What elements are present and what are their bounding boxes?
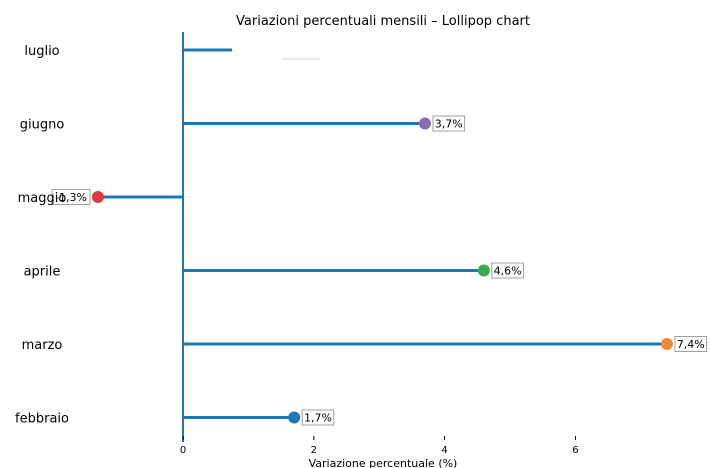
category-label-luglio: luglio <box>24 44 59 59</box>
dot-febbraio <box>288 411 301 424</box>
data-label-text-maggio: -1,3% <box>55 191 87 204</box>
x-tick-label-0: 0 <box>180 445 186 456</box>
data-labels-layer: 1,7% 7,4% 4,6% -1,3% 3,7% <box>51 115 708 426</box>
category-labels-layer: febbraio marzo aprile maggio giugno luglio <box>15 44 69 427</box>
data-label-maggio: -1,3% <box>51 189 91 205</box>
category-label-maggio: maggio <box>18 191 67 206</box>
x-axis-title: Variazione percentuale (%) <box>309 457 458 468</box>
data-label-marzo: 7,4% <box>674 336 708 352</box>
dot-giugno <box>418 117 431 130</box>
data-label-text-marzo: 7,4% <box>677 338 705 351</box>
data-label-box-febbraio <box>301 409 335 426</box>
data-label-box-aprile <box>491 262 524 279</box>
data-label-box-giugno <box>432 115 466 132</box>
stems-layer <box>97 48 667 419</box>
dot-maggio <box>91 191 104 203</box>
data-label-box-marzo <box>674 336 708 352</box>
data-label-giugno: 3,7% <box>432 115 466 132</box>
data-label-box-maggio <box>51 189 91 205</box>
data-label-text-giugno: 3,7% <box>435 118 463 131</box>
category-label-aprile: aprile <box>24 265 61 280</box>
dots-layer <box>91 117 673 424</box>
data-label-text-febbraio: 1,7% <box>304 412 332 425</box>
chart-title: Variazioni percentuali mensili – Lollipo… <box>236 14 530 29</box>
dot-aprile <box>477 264 490 277</box>
category-label-febbraio: febbraio <box>15 412 69 427</box>
x-ticks-layer: 0 2 4 6 <box>180 436 579 456</box>
dot-marzo <box>660 338 673 350</box>
data-label-text-aprile: 4,6% <box>494 265 522 278</box>
data-label-aprile: 4,6% <box>491 262 524 279</box>
category-label-giugno: giugno <box>20 118 65 133</box>
x-tick-label-2: 2 <box>311 445 317 456</box>
x-tick-label-4: 4 <box>441 445 447 456</box>
x-tick-label-6: 6 <box>572 445 578 456</box>
data-label-febbraio: 1,7% <box>301 409 335 426</box>
category-label-marzo: marzo <box>22 338 63 353</box>
